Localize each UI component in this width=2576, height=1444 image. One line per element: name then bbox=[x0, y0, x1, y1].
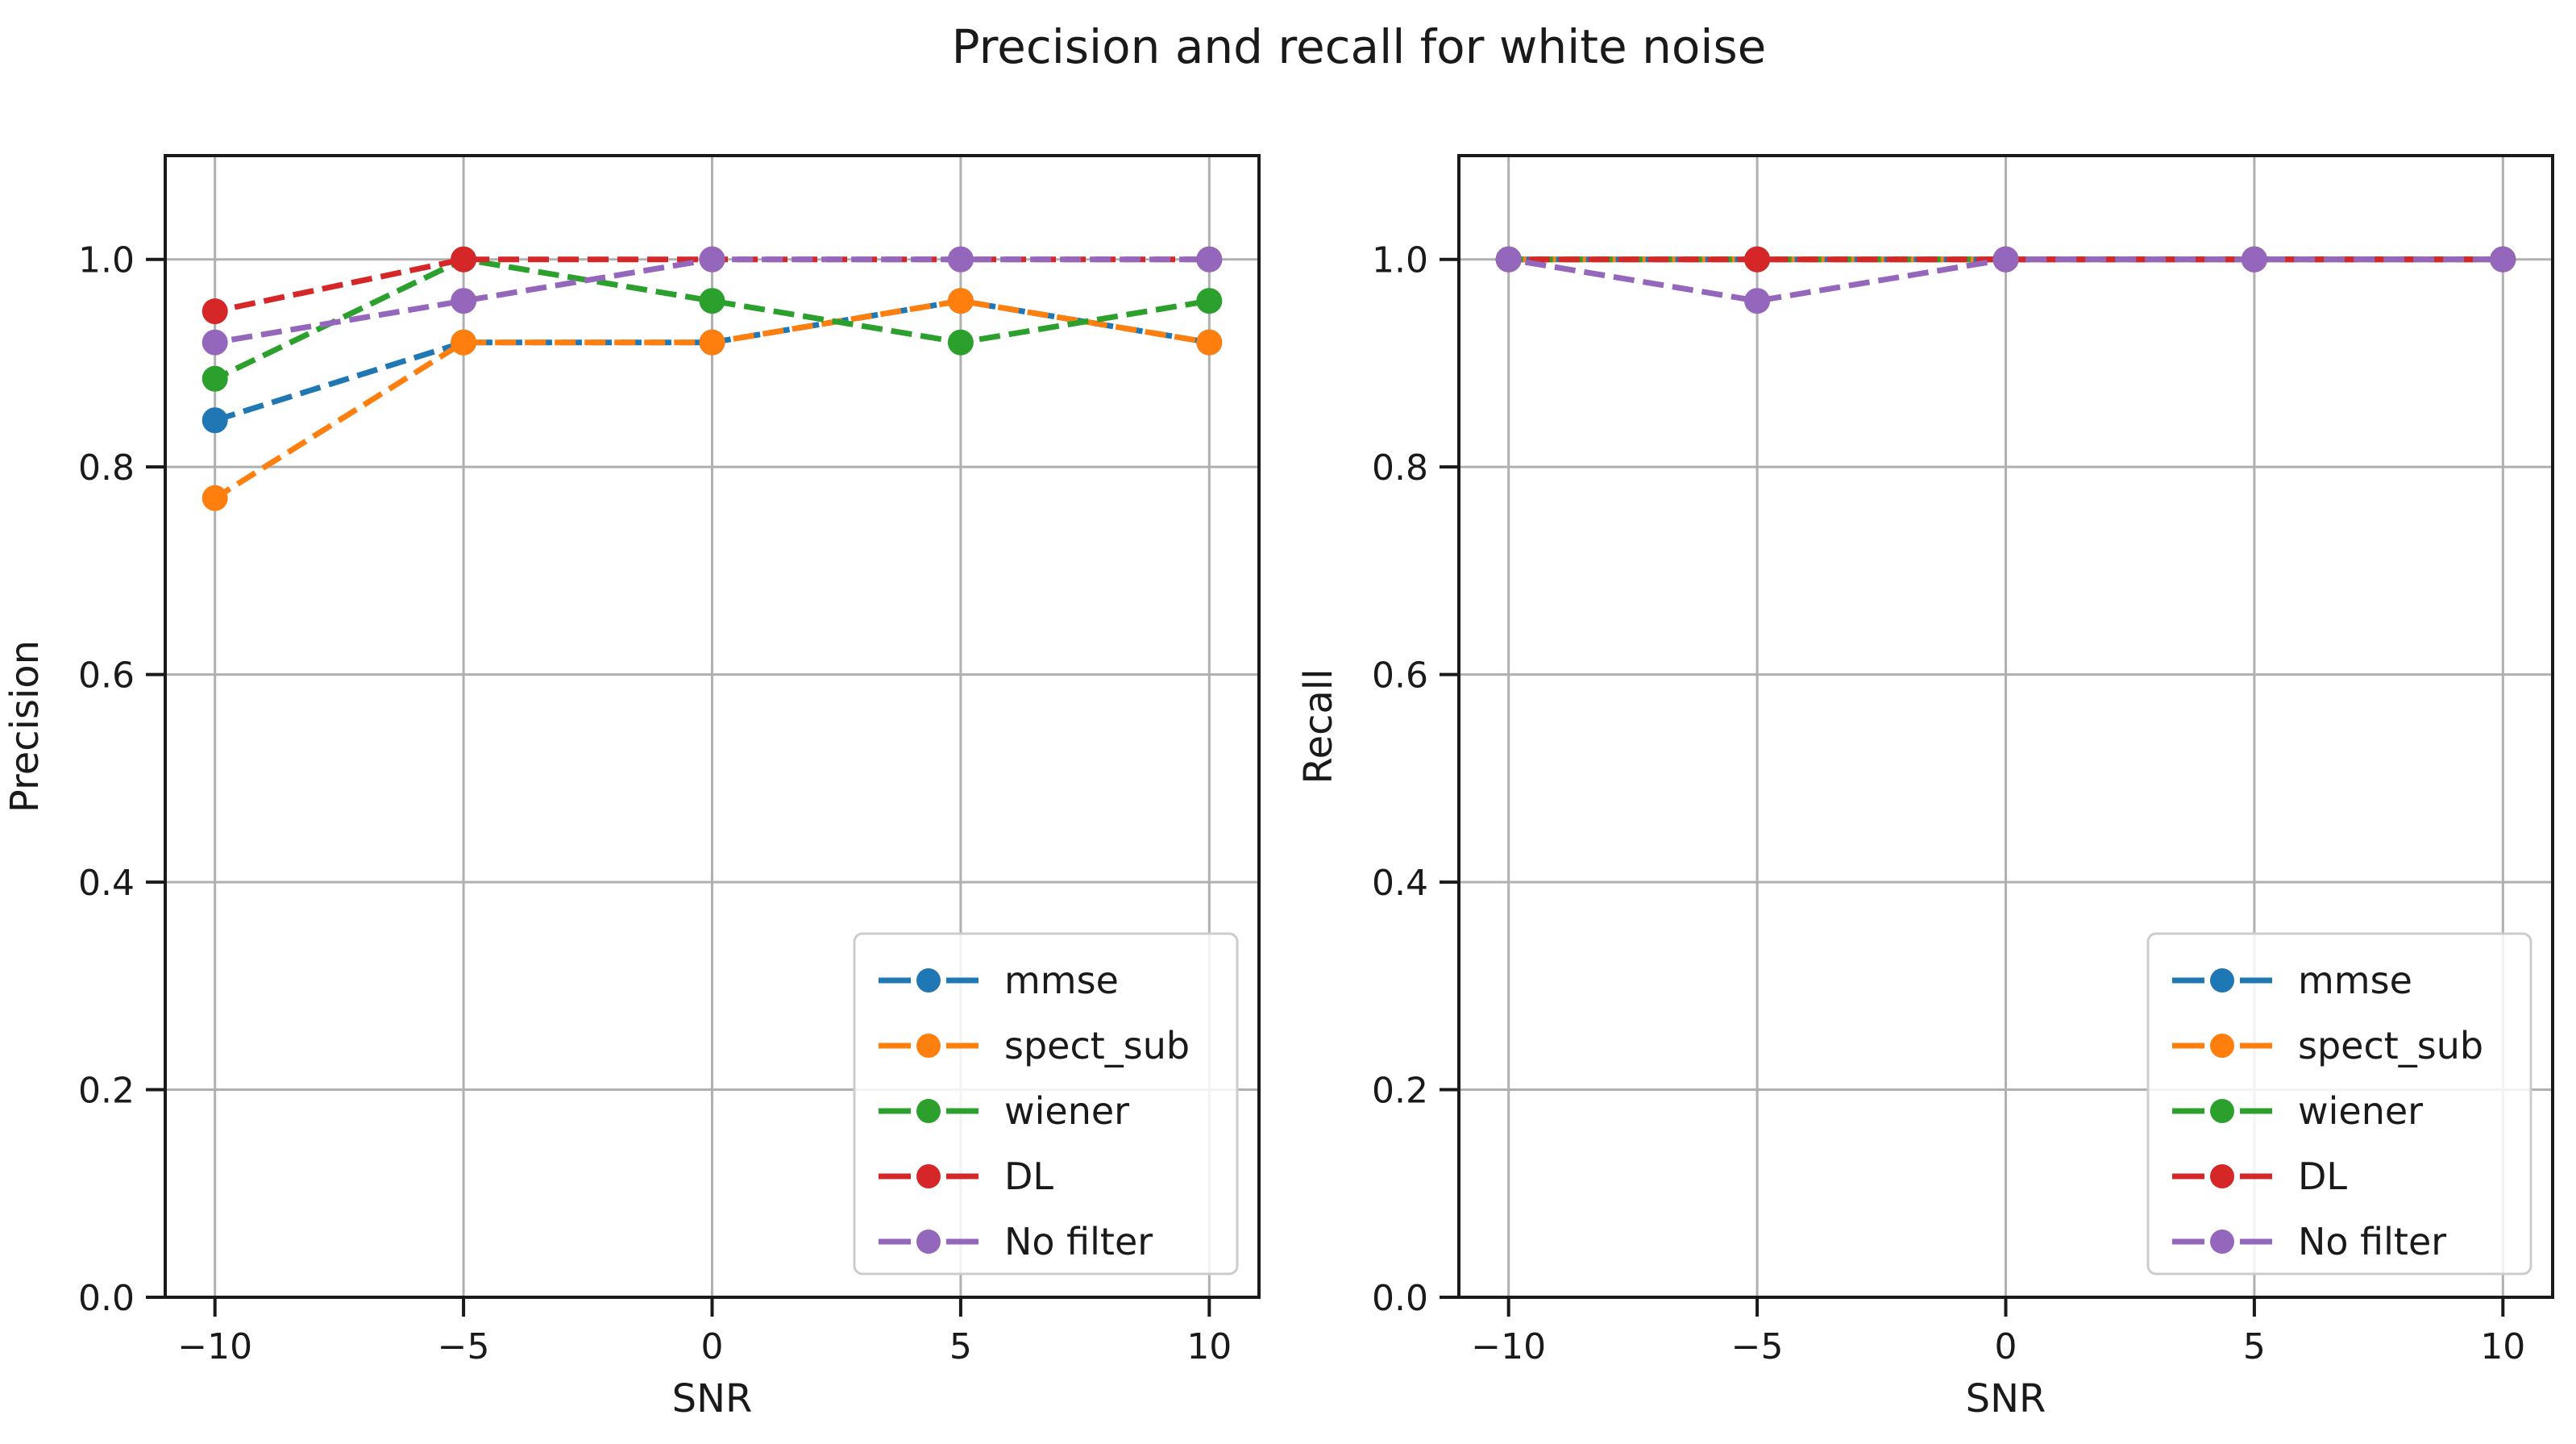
series-marker-spect_sub bbox=[202, 485, 228, 511]
x-tick-label: −5 bbox=[438, 1326, 490, 1367]
legend-label: DL bbox=[1004, 1155, 1053, 1198]
legend-item-No filter: No filter bbox=[879, 1220, 1153, 1263]
legend-box bbox=[853, 932, 1239, 1275]
x-tick-label: 0 bbox=[701, 1326, 724, 1367]
series-marker-No filter bbox=[1196, 246, 1223, 273]
x-tick-label: 5 bbox=[2243, 1326, 2266, 1367]
series-marker-No filter bbox=[451, 288, 477, 314]
subplot-precision: −10 −5 0 5 10 0.0 0.2 0.4 0.6 0.8 1.0 SNR Precision m… bbox=[2, 154, 1261, 1421]
x-axis-label: SNR bbox=[672, 1376, 753, 1421]
series-marker-No filter bbox=[1744, 288, 1771, 314]
series-marker-spect_sub bbox=[1196, 329, 1223, 356]
series-marker-DL bbox=[451, 246, 477, 273]
series-marker-wiener bbox=[1196, 288, 1223, 314]
y-tick-label: 0.8 bbox=[78, 447, 135, 489]
x-tick-label: 10 bbox=[2480, 1326, 2525, 1367]
legend-item-mmse: mmse bbox=[2172, 959, 2412, 1002]
subplot-recall: −10 −5 0 5 10 0.0 0.2 0.4 0.6 0.8 1.0 SNR Recall mmse… bbox=[1296, 154, 2554, 1421]
legend-sample-marker bbox=[916, 1164, 941, 1188]
legend-item-DL: DL bbox=[2172, 1155, 2347, 1198]
series-marker-wiener bbox=[947, 329, 974, 356]
legend-sample-marker bbox=[916, 1099, 941, 1123]
x-tick-label: −10 bbox=[1471, 1326, 1546, 1367]
legend-label: wiener bbox=[1004, 1089, 1129, 1133]
y-tick-label: 0.2 bbox=[78, 1071, 135, 1112]
y-tick-label: 1.0 bbox=[1372, 240, 1428, 281]
x-tick-label: 10 bbox=[1186, 1326, 1232, 1367]
legend-item-DL: DL bbox=[879, 1155, 1053, 1198]
figure-title: Precision and recall for white noise bbox=[951, 19, 1767, 74]
y-tick-label: 0.6 bbox=[1372, 655, 1428, 697]
legend-label: spect_sub bbox=[1004, 1024, 1190, 1067]
legend-sample-marker bbox=[2210, 1164, 2234, 1188]
x-tick-label: 5 bbox=[949, 1326, 972, 1367]
series-marker-No filter bbox=[947, 246, 974, 273]
series-marker-DL bbox=[1744, 246, 1771, 273]
series-marker-spect_sub bbox=[947, 288, 974, 314]
y-tick-label: 0.8 bbox=[1372, 447, 1428, 489]
y-tick-label: 1.0 bbox=[78, 240, 135, 281]
series-marker-No filter bbox=[2490, 246, 2516, 273]
series-marker-No filter bbox=[2241, 246, 2267, 273]
legend-item-wiener: wiener bbox=[2172, 1089, 2423, 1133]
series-marker-wiener bbox=[699, 288, 725, 314]
series-marker-No filter bbox=[699, 246, 725, 273]
y-tick-label: 0.0 bbox=[78, 1278, 135, 1319]
y-tick-label: 0.0 bbox=[1372, 1278, 1428, 1319]
x-axis-label: SNR bbox=[1966, 1376, 2046, 1421]
series-marker-DL bbox=[202, 298, 228, 325]
series-marker-mmse bbox=[202, 407, 228, 434]
series-marker-No filter bbox=[202, 329, 228, 356]
y-axis-label: Recall bbox=[1296, 668, 1341, 784]
legend-label: No filter bbox=[1004, 1220, 1153, 1263]
legend-sample-marker bbox=[916, 1230, 941, 1254]
series-marker-No filter bbox=[1992, 246, 2019, 273]
legend-label: No filter bbox=[2298, 1220, 2446, 1263]
y-tick-label: 0.4 bbox=[1372, 863, 1428, 904]
y-axis-label: Precision bbox=[2, 640, 48, 813]
x-tick-label: 0 bbox=[1995, 1326, 2017, 1367]
legend-sample-marker bbox=[916, 968, 941, 992]
legend-sample-marker bbox=[916, 1034, 941, 1058]
legend-item-spect_sub: spect_sub bbox=[879, 1024, 1190, 1067]
series-marker-wiener bbox=[202, 365, 228, 392]
y-tick-label: 0.2 bbox=[1372, 1071, 1428, 1112]
legend-label: mmse bbox=[2298, 959, 2412, 1002]
legend-item-spect_sub: spect_sub bbox=[2172, 1024, 2483, 1067]
y-tick-label: 0.4 bbox=[78, 863, 135, 904]
y-tick-label: 0.6 bbox=[78, 655, 135, 697]
x-tick-label: −10 bbox=[177, 1326, 252, 1367]
legend-box bbox=[2146, 932, 2532, 1275]
legend-item-mmse: mmse bbox=[879, 959, 1119, 1002]
legend-item-wiener: wiener bbox=[879, 1089, 1129, 1133]
legend-label: spect_sub bbox=[2298, 1024, 2483, 1067]
legend-sample-marker bbox=[2210, 1230, 2234, 1254]
x-tick-label: −5 bbox=[1731, 1326, 1784, 1367]
series-marker-spect_sub bbox=[451, 329, 477, 356]
legend-sample-marker bbox=[2210, 1034, 2234, 1058]
legend-label: mmse bbox=[1004, 959, 1119, 1002]
legend-label: DL bbox=[2298, 1155, 2347, 1198]
legend-item-No filter: No filter bbox=[2172, 1220, 2446, 1263]
legend-label: wiener bbox=[2298, 1089, 2423, 1133]
legend-sample-marker bbox=[2210, 968, 2234, 992]
series-marker-spect_sub bbox=[699, 329, 725, 356]
legend-sample-marker bbox=[2210, 1099, 2234, 1123]
series-marker-No filter bbox=[1495, 246, 1522, 273]
series-line-wiener bbox=[214, 256, 1210, 381]
